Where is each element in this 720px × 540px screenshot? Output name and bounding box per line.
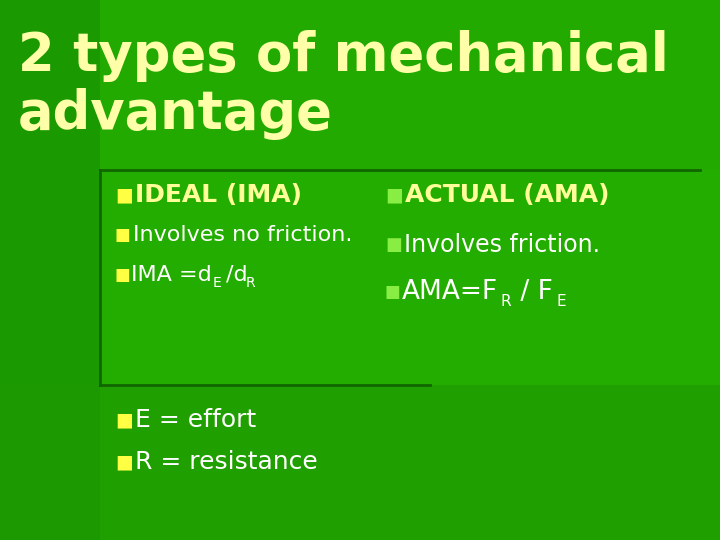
Text: AMA=F: AMA=F bbox=[402, 279, 498, 305]
Text: Involves no friction.: Involves no friction. bbox=[132, 225, 352, 245]
Text: ■: ■ bbox=[385, 283, 401, 301]
Text: R: R bbox=[500, 294, 510, 309]
Bar bbox=[100, 170, 720, 385]
Text: 2 types of mechanical
advantage: 2 types of mechanical advantage bbox=[18, 30, 669, 140]
Text: /d: /d bbox=[226, 265, 248, 285]
Text: Involves friction.: Involves friction. bbox=[404, 233, 600, 257]
Text: ■: ■ bbox=[115, 226, 131, 244]
Text: E: E bbox=[557, 294, 567, 309]
Text: ■: ■ bbox=[115, 410, 132, 429]
Bar bbox=[0, 385, 720, 540]
Text: ACTUAL (AMA): ACTUAL (AMA) bbox=[405, 183, 609, 207]
Text: ■: ■ bbox=[115, 186, 132, 205]
Text: E: E bbox=[213, 276, 222, 290]
Text: R = resistance: R = resistance bbox=[135, 450, 318, 474]
Text: ■: ■ bbox=[115, 453, 132, 471]
Text: E = effort: E = effort bbox=[135, 408, 256, 432]
Text: / F: / F bbox=[512, 279, 553, 305]
Text: ■: ■ bbox=[385, 236, 402, 254]
Bar bbox=[0, 0, 100, 540]
Text: R: R bbox=[246, 276, 256, 290]
Text: ■: ■ bbox=[115, 266, 131, 284]
Text: IDEAL (IMA): IDEAL (IMA) bbox=[135, 183, 302, 207]
Text: ■: ■ bbox=[385, 186, 402, 205]
Text: IMA =d: IMA =d bbox=[131, 265, 212, 285]
